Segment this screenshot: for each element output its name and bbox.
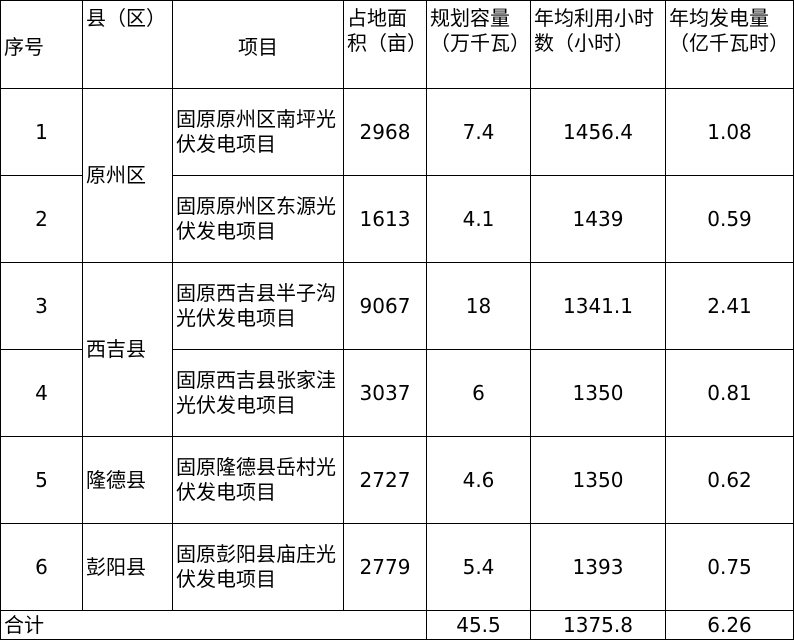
cell-area: 1613 bbox=[343, 175, 427, 263]
header-no: 序号 bbox=[0, 0, 83, 89]
total-energy: 6.26 bbox=[665, 610, 794, 640]
cell-project: 固原西吉县半子沟光伏发电项目 bbox=[172, 262, 344, 350]
cell-no: 3 bbox=[0, 262, 83, 350]
cell-area: 3037 bbox=[343, 349, 427, 437]
cell-hours: 1341.1 bbox=[530, 262, 666, 350]
header-row: 序号 县（区） 项目 占地面积（亩） 规划容量（万千瓦） 年均利用小时数（小时）… bbox=[0, 0, 794, 89]
table-row: 3 西吉县 固原西吉县半子沟光伏发电项目 9067 18 1341.1 2.41 bbox=[0, 262, 794, 437]
table-row: 5 隆德县 固原隆德县岳村光伏发电项目 2727 4.6 1350 0.62 bbox=[0, 436, 794, 524]
header-hours: 年均利用小时数（小时） bbox=[530, 0, 666, 89]
cell-energy: 0.81 bbox=[665, 349, 794, 437]
table-row: 6 彭阳县 固原彭阳县庙庄光伏发电项目 2779 5.4 1393 0.75 bbox=[0, 523, 794, 611]
cell-hours: 1350 bbox=[530, 349, 666, 437]
cell-capacity: 4.6 bbox=[426, 436, 531, 524]
cell-project: 固原彭阳县庙庄光伏发电项目 bbox=[172, 523, 344, 611]
cell-no: 2 bbox=[0, 175, 83, 263]
cell-hours: 1350 bbox=[530, 436, 666, 524]
cell-project: 固原原州区南坪光伏发电项目 bbox=[172, 88, 344, 176]
total-row: 合计 45.5 1375.8 6.26 bbox=[0, 610, 794, 640]
cell-hours: 1393 bbox=[530, 523, 666, 611]
cell-county: 西吉县 bbox=[82, 262, 173, 437]
cell-capacity: 18 bbox=[426, 262, 531, 350]
header-county: 县（区） bbox=[82, 0, 173, 89]
cell-project: 固原隆德县岳村光伏发电项目 bbox=[172, 436, 344, 524]
cell-no: 1 bbox=[0, 88, 83, 176]
cell-capacity: 4.1 bbox=[426, 175, 531, 263]
cell-project: 固原原州区东源光伏发电项目 bbox=[172, 175, 344, 263]
cell-energy: 2.41 bbox=[665, 262, 794, 350]
header-energy: 年均发电量（亿千瓦时） bbox=[665, 0, 794, 89]
header-capacity: 规划容量（万千瓦） bbox=[426, 0, 531, 89]
cell-capacity: 7.4 bbox=[426, 88, 531, 176]
table-row: 2 固原原州区东源光伏发电项目 1613 4.1 1439 0.59 bbox=[0, 175, 794, 263]
cell-energy: 1.08 bbox=[665, 88, 794, 176]
table-row: 1 原州区 固原原州区南坪光伏发电项目 2968 7.4 1456.4 1.08 bbox=[0, 88, 794, 263]
cell-county: 原州区 bbox=[82, 88, 173, 263]
cell-area: 9067 bbox=[343, 262, 427, 350]
cell-capacity: 6 bbox=[426, 349, 531, 437]
cell-hours: 1456.4 bbox=[530, 88, 666, 176]
cell-capacity: 5.4 bbox=[426, 523, 531, 611]
cell-energy: 0.59 bbox=[665, 175, 794, 263]
cell-hours: 1439 bbox=[530, 175, 666, 263]
cell-area: 2779 bbox=[343, 523, 427, 611]
cell-county: 彭阳县 bbox=[82, 523, 173, 611]
cell-project: 固原西吉县张家洼光伏发电项目 bbox=[172, 349, 344, 437]
total-capacity: 45.5 bbox=[426, 610, 531, 640]
cell-energy: 0.75 bbox=[665, 523, 794, 611]
cell-county: 隆德县 bbox=[82, 436, 173, 524]
header-area: 占地面积（亩） bbox=[343, 0, 427, 89]
cell-no: 6 bbox=[0, 523, 83, 611]
header-project: 项目 bbox=[172, 0, 344, 89]
cell-energy: 0.62 bbox=[665, 436, 794, 524]
cell-no: 4 bbox=[0, 349, 83, 437]
total-hours: 1375.8 bbox=[530, 610, 666, 640]
cell-area: 2727 bbox=[343, 436, 427, 524]
cell-area: 2968 bbox=[343, 88, 427, 176]
cell-no: 5 bbox=[0, 436, 83, 524]
total-label: 合计 bbox=[0, 610, 427, 640]
